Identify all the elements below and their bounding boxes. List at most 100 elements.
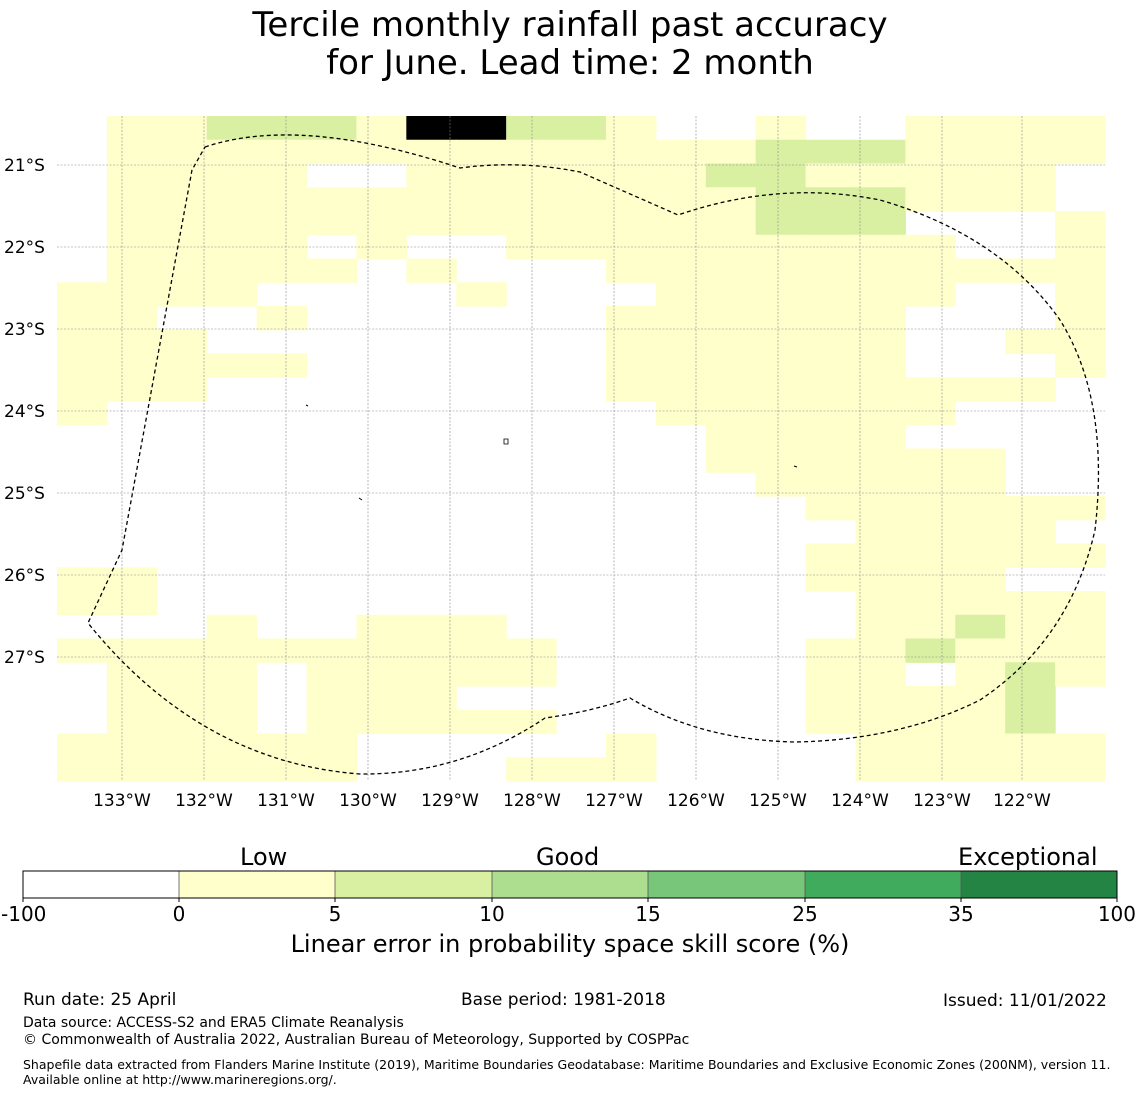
grid-cell — [955, 519, 1006, 545]
grid-cell — [705, 282, 757, 307]
grid-cell — [1055, 353, 1106, 378]
grid-cell — [1055, 638, 1106, 663]
grid-cell — [1005, 496, 1056, 521]
latitude-label: 25°S — [4, 484, 45, 504]
grid-cell — [406, 211, 457, 236]
grid-cell — [57, 329, 108, 355]
grid-cell — [306, 757, 358, 782]
colorbar-category-low: Low — [240, 843, 288, 871]
grid-cell — [605, 116, 657, 141]
grid-cell — [57, 591, 108, 616]
grid-cell — [855, 448, 906, 473]
grid-cell — [1005, 258, 1056, 283]
grid-cell — [805, 353, 857, 378]
grid-cell — [106, 187, 158, 212]
grid-cell — [206, 187, 258, 212]
grid-cell — [256, 258, 308, 283]
grid-cell — [106, 139, 158, 165]
grid-cell — [356, 211, 407, 236]
grid-cell — [406, 258, 457, 283]
grid-cell — [256, 306, 308, 331]
grid-cell — [855, 496, 906, 521]
grid-cell — [1005, 709, 1056, 735]
grid-cell — [456, 638, 507, 663]
grid-cell — [156, 329, 208, 355]
grid-cell — [755, 306, 807, 331]
colorbar-frame — [22, 870, 1118, 899]
grid-cell — [605, 353, 657, 378]
grid-cell — [855, 733, 906, 758]
grid-cell — [805, 472, 857, 497]
grid-cell — [206, 614, 258, 640]
grid-cell — [805, 306, 857, 331]
grid-cell — [705, 258, 757, 283]
grid-cell — [855, 211, 906, 236]
longitude-label: 127°W — [585, 791, 643, 811]
grid-cell — [755, 139, 807, 165]
grid-cell — [1005, 686, 1056, 711]
grid-cell — [805, 211, 857, 236]
grid-cell — [306, 686, 358, 711]
colorbar-segment — [492, 871, 648, 898]
grid-cell — [905, 448, 956, 473]
grid-cell — [306, 258, 358, 283]
grid-cell — [755, 377, 807, 402]
grid-cell — [755, 163, 807, 188]
grid-cell — [605, 258, 657, 283]
grid-cell — [1055, 306, 1106, 331]
grid-cell — [406, 139, 457, 165]
grid-cell — [705, 353, 757, 378]
colorbar-category-exceptional: Exceptional — [958, 843, 1098, 871]
grid-cell — [905, 496, 956, 521]
longitude-labels: 133°W 132°W 131°W 130°W 129°W 128°W 127°W 126°W… — [93, 791, 1051, 811]
longitude-label: 130°W — [339, 791, 397, 811]
grid-cell — [805, 282, 857, 307]
grid-cell — [556, 234, 607, 260]
grid-cell — [156, 116, 208, 141]
grid-cell — [805, 543, 857, 568]
grid-cell — [1005, 638, 1056, 663]
grid-cell — [556, 139, 607, 165]
grid-cell — [256, 638, 308, 663]
grid-cell — [905, 591, 956, 616]
grid-cell — [206, 686, 258, 711]
grid-cell — [206, 116, 258, 141]
grid-cell — [556, 187, 607, 212]
colorbar-tick-label: 35 — [948, 902, 973, 926]
grid-cell — [955, 567, 1006, 592]
grid-cell — [306, 733, 358, 758]
grid-cell — [206, 757, 258, 782]
latitude-label: 22°S — [4, 238, 45, 258]
grid-cell — [855, 163, 906, 188]
grid-cell — [1055, 139, 1106, 165]
colorbar-segment — [335, 871, 492, 898]
grid-cell — [256, 139, 308, 165]
grid-cell — [905, 686, 956, 711]
colorbar-tick-label: 100 — [1098, 902, 1136, 926]
colorbar-tick-label: 5 — [329, 902, 342, 926]
grid-cell — [855, 662, 906, 687]
grid-cell — [57, 733, 108, 758]
data-source: Data source: ACCESS-S2 and ERA5 Climate … — [23, 1015, 404, 1031]
grid-cell — [356, 709, 407, 735]
grid-cell — [605, 757, 657, 782]
grid-cell — [1005, 329, 1056, 355]
grid-cell — [605, 139, 657, 165]
grid-cell — [506, 163, 557, 188]
grid-cell — [206, 353, 258, 378]
grid-cell — [106, 757, 158, 782]
grid-cell — [705, 448, 757, 473]
colorbar-category-good: Good — [536, 843, 600, 871]
grid-cell — [106, 306, 158, 331]
grid-cell — [655, 329, 707, 355]
grid-cell — [1055, 329, 1106, 355]
grid-cell — [855, 686, 906, 711]
grid-cell — [905, 567, 956, 592]
skill-grid — [57, 116, 1106, 782]
grid-cell — [1005, 519, 1056, 545]
grid-cell — [1055, 591, 1106, 616]
grid-cell — [106, 591, 158, 616]
grid-cell — [855, 282, 906, 307]
grid-cell — [955, 638, 1006, 663]
grid-cell — [1055, 282, 1106, 307]
